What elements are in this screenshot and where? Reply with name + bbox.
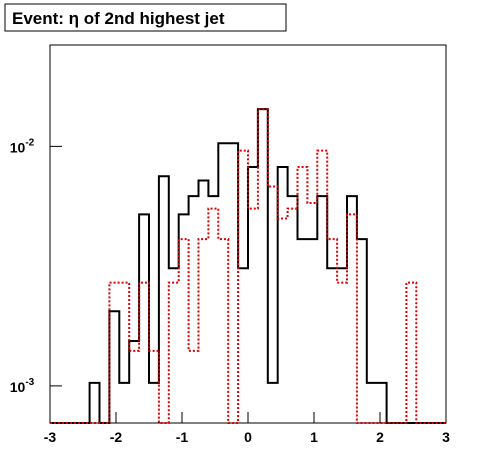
x-tick-label: -1: [176, 429, 189, 445]
x-tick-label: -3: [44, 429, 57, 445]
chart-title: Event: η of 2nd highest jet: [12, 9, 225, 28]
y-tick-base: 10: [10, 379, 26, 395]
x-tick-label: 2: [376, 429, 384, 445]
y-tick-exponent: -2: [25, 137, 34, 148]
x-tick-label: -2: [110, 429, 123, 445]
y-tick-exponent: -3: [25, 377, 34, 388]
title-box: [4, 3, 287, 32]
y-tick-base: 10: [10, 139, 26, 155]
y-tick-label: 10-2: [10, 137, 35, 155]
x-tick-label: 1: [310, 429, 318, 445]
x-tick-label: 3: [442, 429, 450, 445]
x-tick-label: 0: [244, 429, 252, 445]
y-tick-label: 10-3: [10, 377, 35, 395]
histogram: [50, 108, 446, 424]
